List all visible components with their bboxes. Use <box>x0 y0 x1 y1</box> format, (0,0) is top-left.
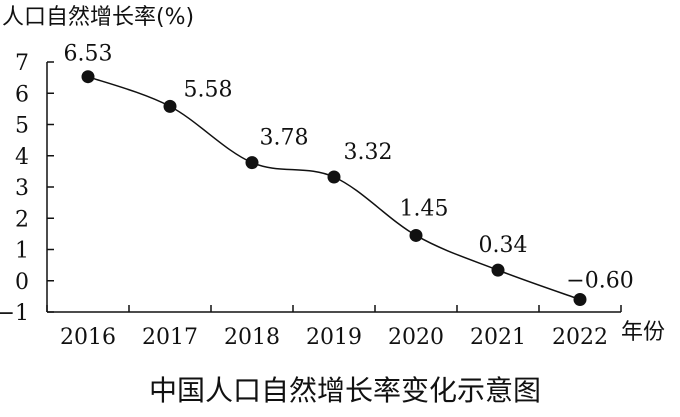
y-tick-label: 7 <box>15 51 29 76</box>
data-point-2021 <box>491 263 505 277</box>
chart-title: 中国人口自然增长率变化示意图 <box>149 374 541 407</box>
y-tick-label: 6 <box>15 82 29 107</box>
x-tick-label: 2021 <box>470 325 526 350</box>
x-tick-label: 2019 <box>306 325 362 350</box>
y-tick-label: 4 <box>15 145 29 170</box>
y-tick-label: 3 <box>15 176 29 201</box>
data-label-2016: 6.53 <box>64 42 113 67</box>
x-tick-label: 2022 <box>552 325 608 350</box>
data-label-2022: −0.60 <box>566 269 633 294</box>
x-tick-label: 2018 <box>224 325 280 350</box>
data-label-2021: 0.34 <box>479 233 528 258</box>
data-label-2019: 3.32 <box>344 140 393 165</box>
data-point-2017 <box>163 99 177 113</box>
data-point-2016 <box>81 70 95 84</box>
y-tick-label: 1 <box>15 239 29 264</box>
x-tick-label: 2016 <box>60 325 116 350</box>
data-point-2018 <box>245 156 259 170</box>
y-axis-title: 人口自然增长率(%) <box>2 5 194 30</box>
series-line <box>87 75 581 301</box>
y-tick-label: 2 <box>15 207 29 232</box>
data-label-2018: 3.78 <box>260 126 309 151</box>
data-label-2020: 1.45 <box>400 196 449 221</box>
y-tick-label: 0 <box>15 270 29 295</box>
plot-area: −1 0 1 2 3 4 5 6 7 2016 2017 2018 2019 2020 2021 2022 6.… <box>0 42 634 350</box>
data-label-2017: 5.58 <box>184 77 233 102</box>
x-tick-label: 2017 <box>142 325 198 350</box>
y-tick-label: 5 <box>15 114 29 139</box>
data-point-2019 <box>327 170 341 184</box>
data-point-2020 <box>409 228 423 242</box>
data-point-2022 <box>573 293 587 306</box>
y-tick-label: −1 <box>0 301 29 326</box>
x-axis-unit-label: 年份 <box>621 320 665 345</box>
x-tick-label: 2020 <box>388 325 444 350</box>
